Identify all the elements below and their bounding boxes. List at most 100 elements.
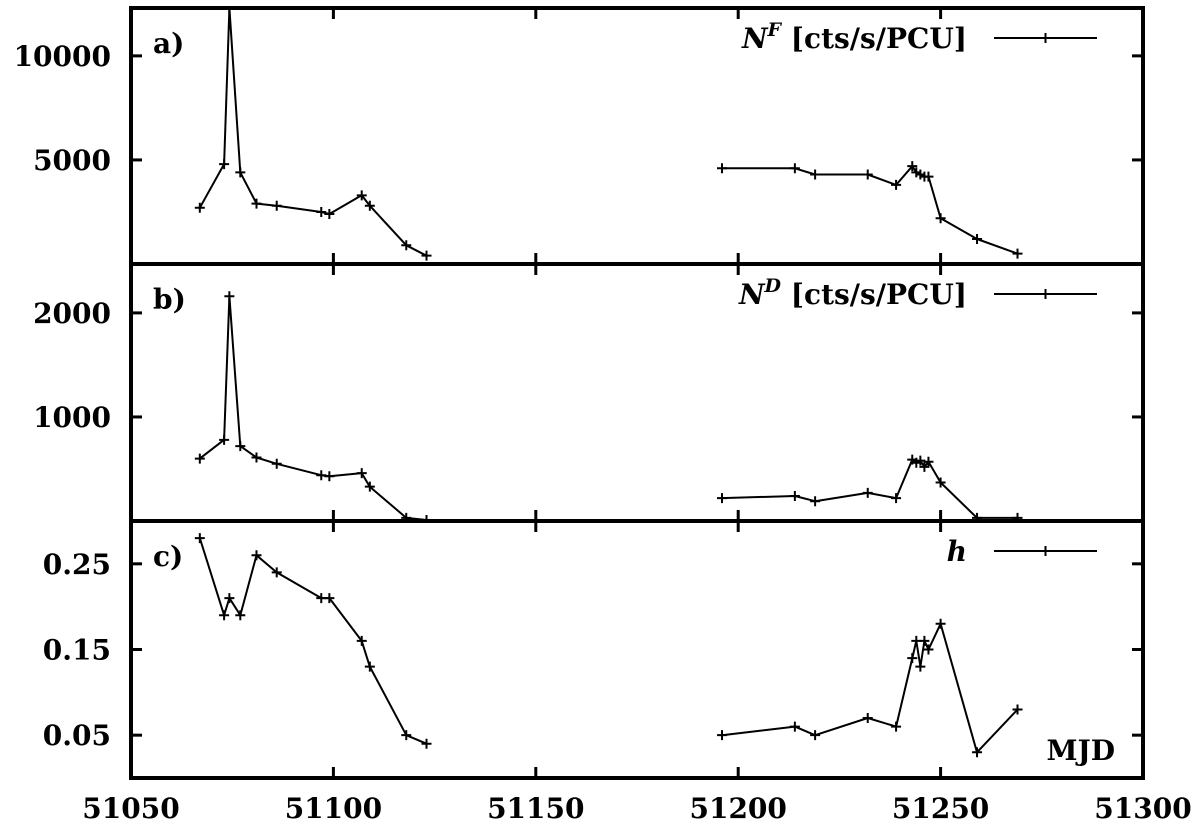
y-tick-label: 5000 (33, 144, 111, 177)
x-tick-label: 51150 (487, 792, 584, 825)
data-point (219, 434, 230, 445)
data-point (717, 493, 728, 504)
panel-label: a) (153, 27, 184, 60)
series-line (722, 165, 1018, 255)
legend-unit: [cts/s/PCU] (781, 22, 967, 55)
data-point (919, 461, 930, 472)
data-point (316, 206, 327, 217)
data-point (789, 163, 800, 174)
legend-label: ND [cts/s/PCU] (738, 275, 967, 311)
data-point (271, 567, 282, 578)
data-point (935, 618, 946, 629)
data-point (907, 653, 918, 664)
data-point (271, 458, 282, 469)
data-point (271, 200, 282, 211)
data-point (235, 167, 246, 178)
data-point (891, 179, 902, 190)
y-tick-label: 1000 (33, 401, 111, 434)
data-point (401, 730, 412, 741)
data-point (923, 171, 934, 182)
panel-frame (129, 262, 1145, 523)
data-point (862, 487, 873, 498)
legend-superscript: D (764, 275, 782, 297)
data-point (923, 456, 934, 467)
data-point (356, 635, 367, 646)
data-point (717, 730, 728, 741)
data-point (891, 721, 902, 732)
data-point (789, 491, 800, 502)
data-point (324, 593, 335, 604)
series-line (721, 458, 1018, 519)
data-point (224, 6, 235, 13)
y-tick-label: 0.25 (43, 548, 111, 581)
panel-frame (129, 519, 1145, 780)
series-group (194, 6, 1023, 261)
y-tick-label: 0.15 (43, 634, 111, 667)
x-tick-label: 51300 (1094, 792, 1191, 825)
panel-frame (129, 6, 1145, 266)
data-point (324, 209, 335, 220)
data-point (421, 738, 432, 749)
data-point (324, 471, 335, 482)
y-tick-label: 10000 (14, 40, 111, 73)
data-point (219, 610, 230, 621)
x-tick-label: 51200 (689, 792, 786, 825)
data-point (194, 533, 205, 544)
data-point (356, 468, 367, 479)
legend-marker (1040, 546, 1051, 556)
data-point (364, 200, 375, 211)
data-point (891, 493, 902, 504)
data-point (789, 721, 800, 732)
data-point (194, 202, 205, 213)
data-point (251, 198, 262, 209)
series-line (198, 7, 427, 257)
data-point (401, 240, 412, 251)
data-point (862, 713, 873, 724)
y-tick-label: 2000 (33, 297, 111, 330)
legend-label: NF [cts/s/PCU] (741, 19, 967, 55)
data-point (935, 477, 946, 488)
panel-b: 1000 2000 b) ND [cts/s/PCU] (33, 262, 1145, 523)
panel-label: c) (153, 540, 183, 573)
x-tick-label: 51050 (82, 792, 179, 825)
data-point (919, 635, 930, 646)
panel-label: b) (153, 283, 186, 316)
legend-unit: [cts/s/PCU] (781, 278, 967, 311)
data-point (915, 661, 926, 672)
data-point (421, 250, 432, 261)
data-point (364, 481, 375, 492)
data-point (862, 169, 873, 180)
y-tick-label: 0.05 (43, 719, 111, 752)
data-point (194, 453, 205, 464)
x-tick-label: 51250 (892, 792, 989, 825)
data-point (1012, 704, 1023, 715)
data-point (316, 470, 327, 481)
panel-a: 5000 10000 a) NF [cts/s/PCU] (14, 6, 1145, 266)
x-axis-label: MJD (1046, 734, 1115, 767)
legend-superscript: F (767, 19, 783, 41)
data-point (235, 441, 246, 452)
series-line (198, 537, 427, 745)
data-point (972, 747, 983, 758)
legend-marker (1040, 33, 1051, 43)
series-line (721, 622, 1019, 754)
data-point (810, 169, 821, 180)
series-group (194, 533, 1023, 758)
data-point (219, 159, 230, 170)
data-point (251, 452, 262, 463)
legend-symbol: N (738, 278, 766, 311)
data-point (810, 730, 821, 741)
data-point (1012, 248, 1023, 259)
series-line (199, 295, 427, 521)
data-point (235, 610, 246, 621)
data-point (224, 291, 235, 302)
data-point (972, 234, 983, 245)
data-point (810, 496, 821, 507)
data-point (224, 593, 235, 604)
data-point (935, 213, 946, 224)
data-point (923, 644, 934, 655)
legend-symbol: h (947, 535, 967, 568)
legend-label: h (947, 535, 967, 568)
legend-symbol: N (741, 22, 769, 55)
